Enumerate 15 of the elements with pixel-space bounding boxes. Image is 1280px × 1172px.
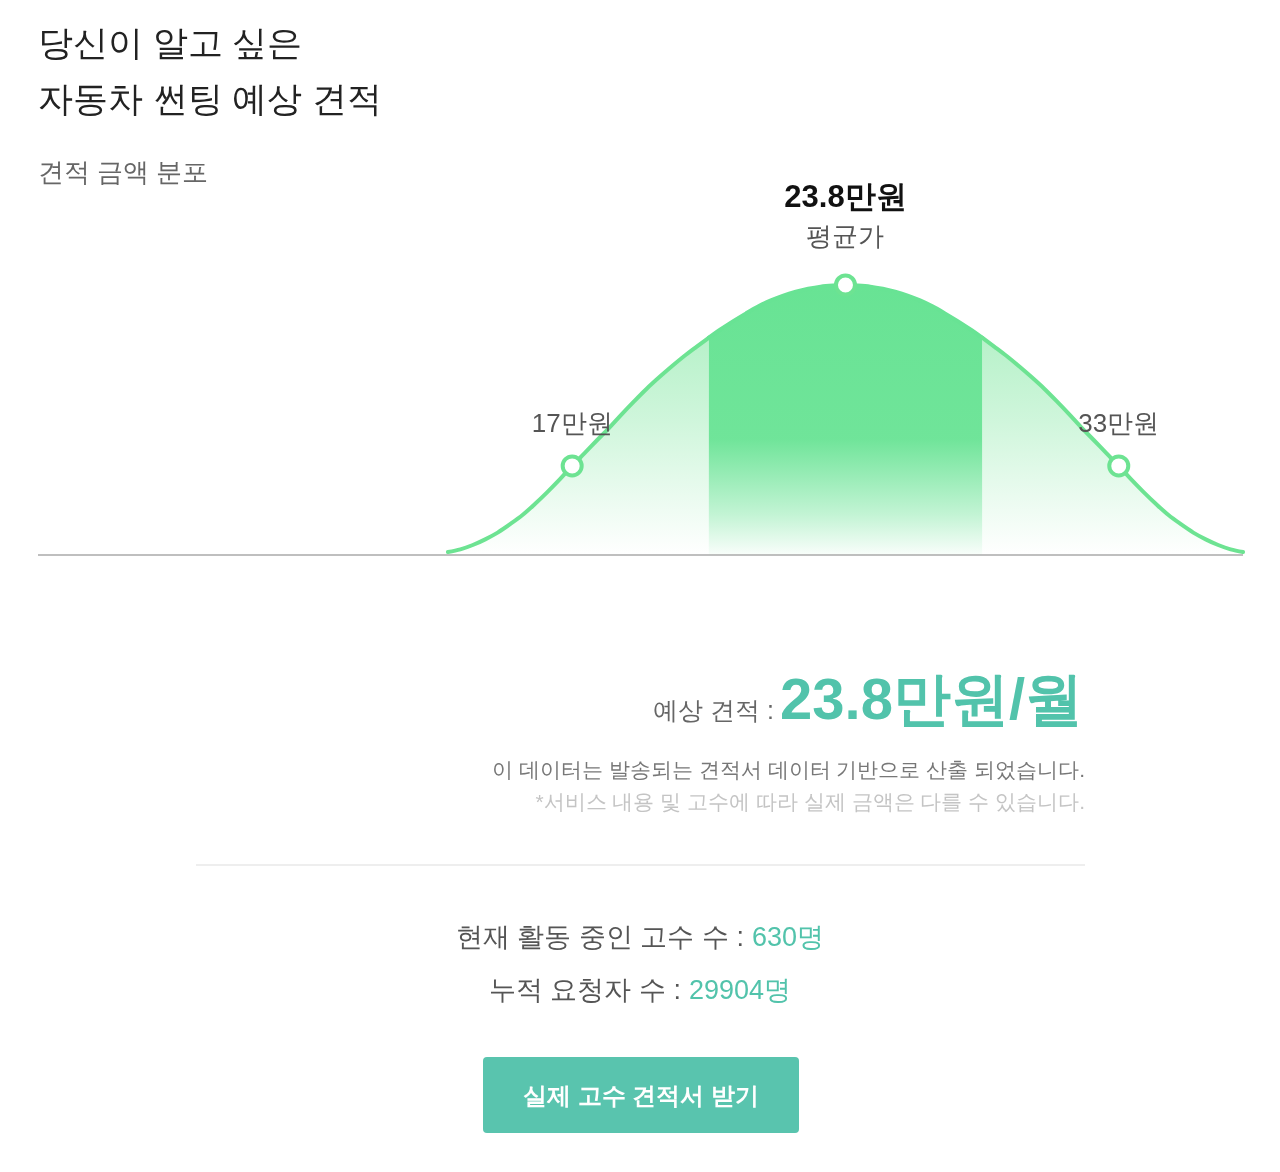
text: 실제 고수 견적서 받기 <box>522 1082 760 1109</box>
x-tick-label: 23.8만원 <box>784 179 907 214</box>
text: 누적 요청자 수 : <box>488 975 681 1005</box>
x-tick-label: 17만원 <box>531 407 613 438</box>
x-tick-label: 33만원 <box>1078 407 1160 438</box>
text: 현재 활동 중인 고수 수 : <box>455 922 744 952</box>
text: 이 데이터는 발송되는 견적서 데이터 기반으로 산출 되었습니다. <box>492 758 1085 781</box>
text: 23.8만원/월 <box>780 666 1083 731</box>
text: 630명 <box>751 922 825 952</box>
chart-title: 당신이 알고 싶은 자동차 썬팅 예상 견적 <box>38 23 383 118</box>
text: 평균가 <box>806 221 885 251</box>
chart-subtitle: 견적 금액 분포 <box>38 157 209 187</box>
text: *서비스 내용 및 고수에 따라 실제 금액은 다를 수 있습니다. <box>535 790 1085 813</box>
text: 29904명 <box>688 975 792 1005</box>
text: 예상 견적 : <box>653 696 774 724</box>
